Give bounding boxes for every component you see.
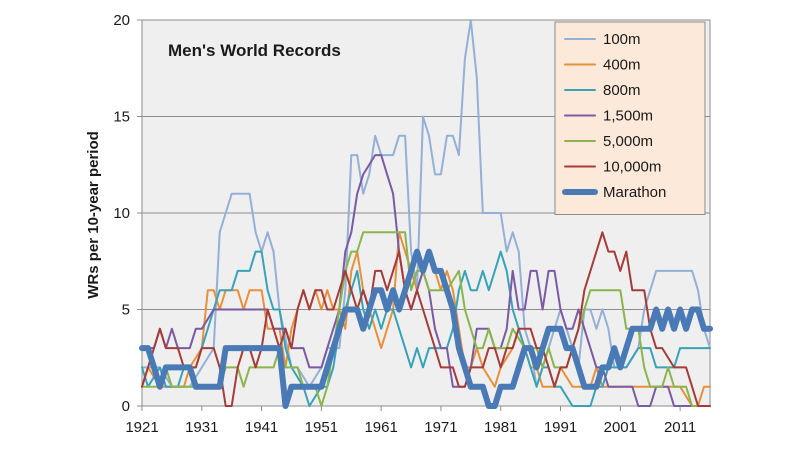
y-tick-label: 5 — [122, 302, 130, 319]
y-axis: 0 5 10 15 20 — [113, 12, 142, 415]
x-tick-label: 2001 — [604, 419, 637, 436]
y-axis-title: WRs per 10-year period — [85, 131, 102, 299]
legend: 100m 400m 800m 1,500m 5,000m 10,000m Marathon — [554, 21, 706, 215]
x-tick-label: 1971 — [424, 419, 457, 436]
legend-label: 800m — [603, 82, 641, 99]
x-tick-label: 1921 — [125, 419, 158, 436]
x-tick-label: 1991 — [544, 419, 577, 436]
legend-label: 5,000m — [603, 133, 653, 150]
legend-label: 1,500m — [603, 108, 653, 125]
x-tick-label: 1931 — [185, 419, 218, 436]
series-line-marathon — [139, 248, 713, 409]
x-tick-label: 1961 — [364, 419, 397, 436]
x-axis: 1921 1931 1941 1951 1961 1971 1981 1991 2001 2011 — [125, 406, 696, 436]
legend-label: 400m — [603, 57, 641, 74]
legend-label: 100m — [603, 31, 641, 48]
x-tick-label: 1941 — [245, 419, 278, 436]
chart-title: Men's World Records — [168, 41, 341, 60]
y-tick-label: 0 — [122, 398, 130, 415]
x-tick-label: 1981 — [484, 419, 517, 436]
legend-label: Marathon — [603, 184, 666, 201]
legend-label: 10,000m — [603, 159, 661, 176]
y-tick-label: 10 — [113, 205, 130, 222]
series-layer — [139, 19, 713, 409]
x-tick-label: 2011 — [664, 419, 696, 436]
series-line-800m — [141, 250, 711, 407]
legend-box — [554, 21, 706, 215]
y-tick-label: 20 — [113, 12, 130, 29]
x-tick-label: 1951 — [305, 419, 338, 436]
y-tick-label: 15 — [113, 109, 130, 126]
series-line-100m — [141, 19, 711, 388]
